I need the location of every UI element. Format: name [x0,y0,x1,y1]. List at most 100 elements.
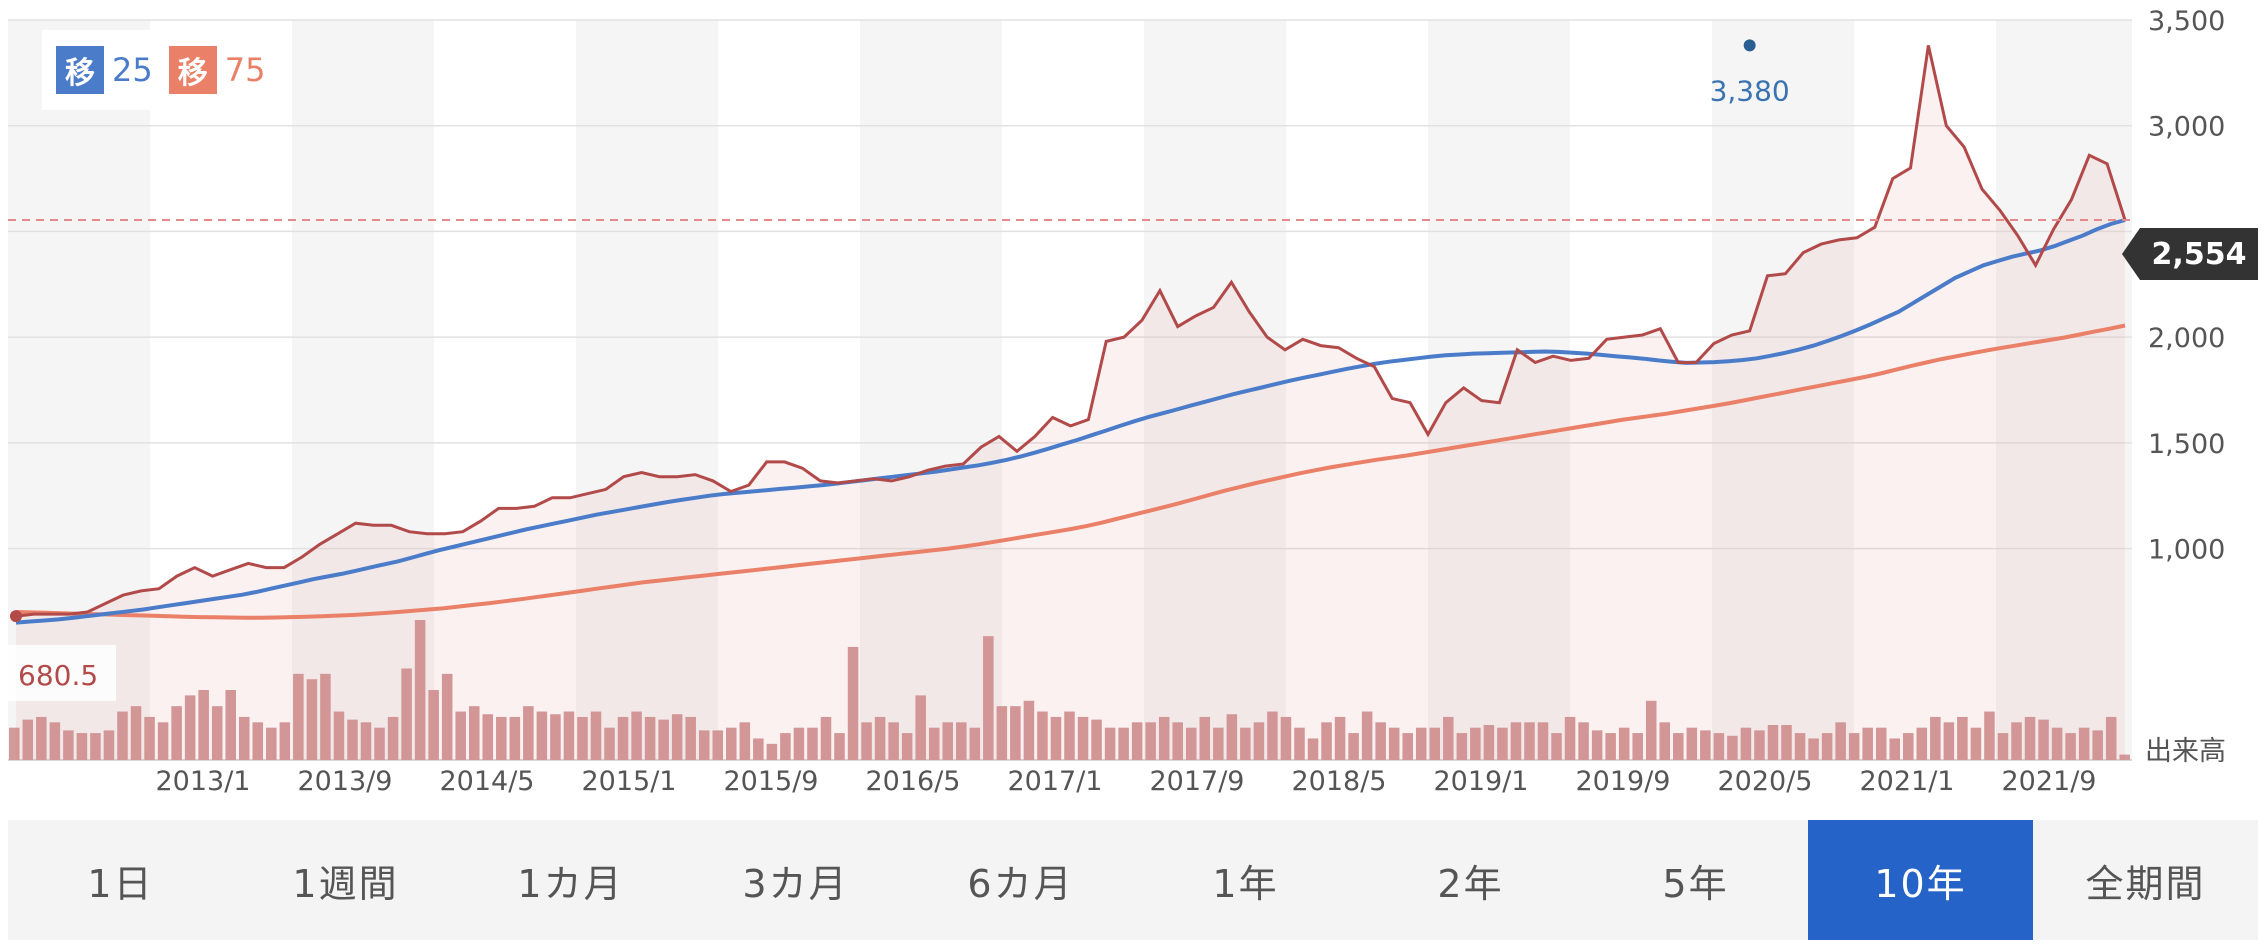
volume-bar [671,714,683,760]
background-band [8,20,150,760]
price-area [16,45,2125,760]
volume-bar [279,722,291,760]
volume-bar [401,668,412,760]
volume-axis-label: 出来高 [2145,736,2226,767]
tab-5-years[interactable]: 5年 [1662,861,1729,906]
volume-bar [1740,727,1752,760]
volume-bar [1984,711,1995,760]
low-price-label: 680.5 [18,659,98,692]
volume-bar [387,716,399,760]
volume-bar [766,743,778,760]
volume-bar [1781,725,1792,760]
tab-1-day[interactable]: 1日 [87,861,154,906]
volume-bar [658,719,669,760]
volume-bar [1023,700,1035,760]
x-tick-label: 2015/1 [582,766,677,797]
volume-bar [2092,730,2103,760]
volume-bar [2038,719,2049,760]
volume-bar [685,716,696,760]
volume-bar [1050,716,1062,760]
volume-bar [320,673,331,760]
volume-bar [956,722,967,760]
background-band [1996,20,2132,760]
volume-bar [76,733,88,760]
x-tick-label: 2019/1 [1434,766,1529,797]
volume-bar [1916,727,1928,760]
y-tick-label: 2,000 [2148,323,2225,354]
volume-bar [1145,722,1156,760]
volume-bar [90,733,101,760]
volume-bar [211,706,223,760]
volume-bar [225,690,236,760]
x-tick-label: 2017/1 [1008,766,1103,797]
volume-bar [1889,738,1901,760]
volume-bar [468,706,480,760]
background-band [860,20,1002,760]
volume-bar [414,620,426,760]
volume-bar [1307,738,1319,760]
volume-bar [293,673,304,760]
volume-bar [1821,733,1833,760]
x-tick-label: 2016/5 [866,766,961,797]
volume-bar [793,727,805,760]
volume-bar [1321,722,1332,760]
volume-bar [144,716,155,760]
tab-all-time[interactable]: 全期間 [2085,861,2206,906]
volume-bar [1226,714,1238,760]
chart-svg[interactable]: 680.5 3,380 1,000 1,500 2,000 3,000 3,500 201… [0,0,2265,800]
volume-bar [1415,727,1427,760]
volume-bar [1564,716,1576,760]
tab-3-months[interactable]: 3カ月 [742,861,849,906]
volume-bar [1903,733,1914,760]
stock-chart[interactable]: 680.5 3,380 1,000 1,500 2,000 3,000 3,500 201… [0,0,2265,800]
volume-bar [306,679,318,760]
volume-bar [63,730,74,760]
volume-bar [103,730,115,760]
price-line [15,45,2127,618]
volume-bar [1267,711,1278,760]
volume-bar [1510,722,1522,760]
volume-bar [266,727,277,760]
volume-bar [1997,733,2009,760]
tab-10-years[interactable]: 10年 [1808,820,2033,940]
volume-bar [428,690,439,760]
volume-bar [1064,711,1075,760]
volume-bar [820,716,832,760]
tab-1-month[interactable]: 1カ月 [517,861,624,906]
volume-bar [753,738,764,760]
ma25-badge: 移 [56,46,104,94]
x-tick-label: 2015/9 [724,766,819,797]
x-tick-label: 2014/5 [440,766,535,797]
x-tick-label: 2021/9 [2002,766,2097,797]
volume-bar [482,714,494,760]
volume-bar [1537,722,1549,760]
ma25-line [15,218,2126,625]
volume-bar [1524,722,1535,760]
volume-bar [1118,727,1129,760]
volume-bar [509,716,521,760]
tab-2-years[interactable]: 2年 [1437,861,1504,906]
volume-bar [1077,716,1089,760]
volume-bar [36,716,47,760]
annotations: 680.5 3,380 [8,39,1790,701]
volume-bar [1375,722,1386,760]
volume-bar [455,711,466,760]
volume-bar [1551,733,1562,760]
volume-bar [1930,716,1941,760]
volume-bar [1199,716,1211,760]
y-axis-labels: 1,000 1,500 2,000 3,000 3,500 [2148,6,2225,566]
volume-bar [1605,733,1616,760]
volume-bars [9,620,2130,760]
y-tick-label: 3,500 [2148,6,2225,37]
tab-1-week[interactable]: 1週間 [292,861,399,906]
tab-6-months[interactable]: 6カ月 [967,861,1074,906]
volume-bar [807,727,818,760]
volume-bar [1794,733,1806,760]
tab-1-year[interactable]: 1年 [1212,861,1279,906]
volume-bar [1727,735,1738,760]
ma25-value: 25 [112,51,153,89]
x-tick-label: 2020/5 [1718,766,1813,797]
volume-bar [577,716,588,760]
volume-bar [928,727,940,760]
volume-bar [834,733,845,760]
